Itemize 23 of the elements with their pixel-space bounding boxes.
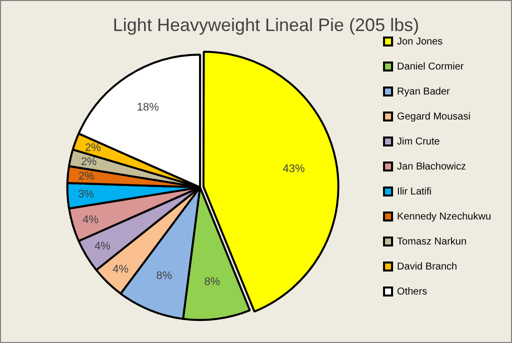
data-label: 4% bbox=[94, 240, 111, 252]
legend-label: Kennedy Nzechukwu bbox=[397, 211, 492, 222]
data-label: 43% bbox=[282, 163, 306, 176]
legend-label: Jon Jones bbox=[397, 36, 443, 48]
data-label: 2% bbox=[78, 170, 95, 182]
legend-label: Tomasz Narkun bbox=[397, 236, 467, 248]
data-label: 18% bbox=[136, 101, 160, 114]
legend-label: David Branch bbox=[397, 261, 458, 272]
legend-label: Others bbox=[397, 286, 428, 298]
legend-label: Jan Błachowicz bbox=[397, 161, 466, 172]
data-label: 4% bbox=[82, 214, 99, 226]
data-label: 2% bbox=[84, 142, 102, 154]
legend-label: Gegard Mousasi bbox=[397, 111, 470, 122]
data-label: 8% bbox=[156, 270, 172, 282]
chart-title: Light Heavyweight Lineal Pie (205 lbs) bbox=[112, 14, 420, 35]
data-label: 8% bbox=[204, 276, 220, 288]
data-label: 3% bbox=[78, 188, 94, 201]
data-label: 4% bbox=[112, 263, 129, 276]
legend-label: Daniel Cormier bbox=[397, 61, 464, 72]
legend-label: Jim Crute bbox=[397, 136, 440, 148]
data-label: 2% bbox=[80, 156, 97, 168]
legend-label: Ryan Bader bbox=[397, 86, 451, 98]
legend-label: Ilir Latifi bbox=[397, 186, 432, 198]
